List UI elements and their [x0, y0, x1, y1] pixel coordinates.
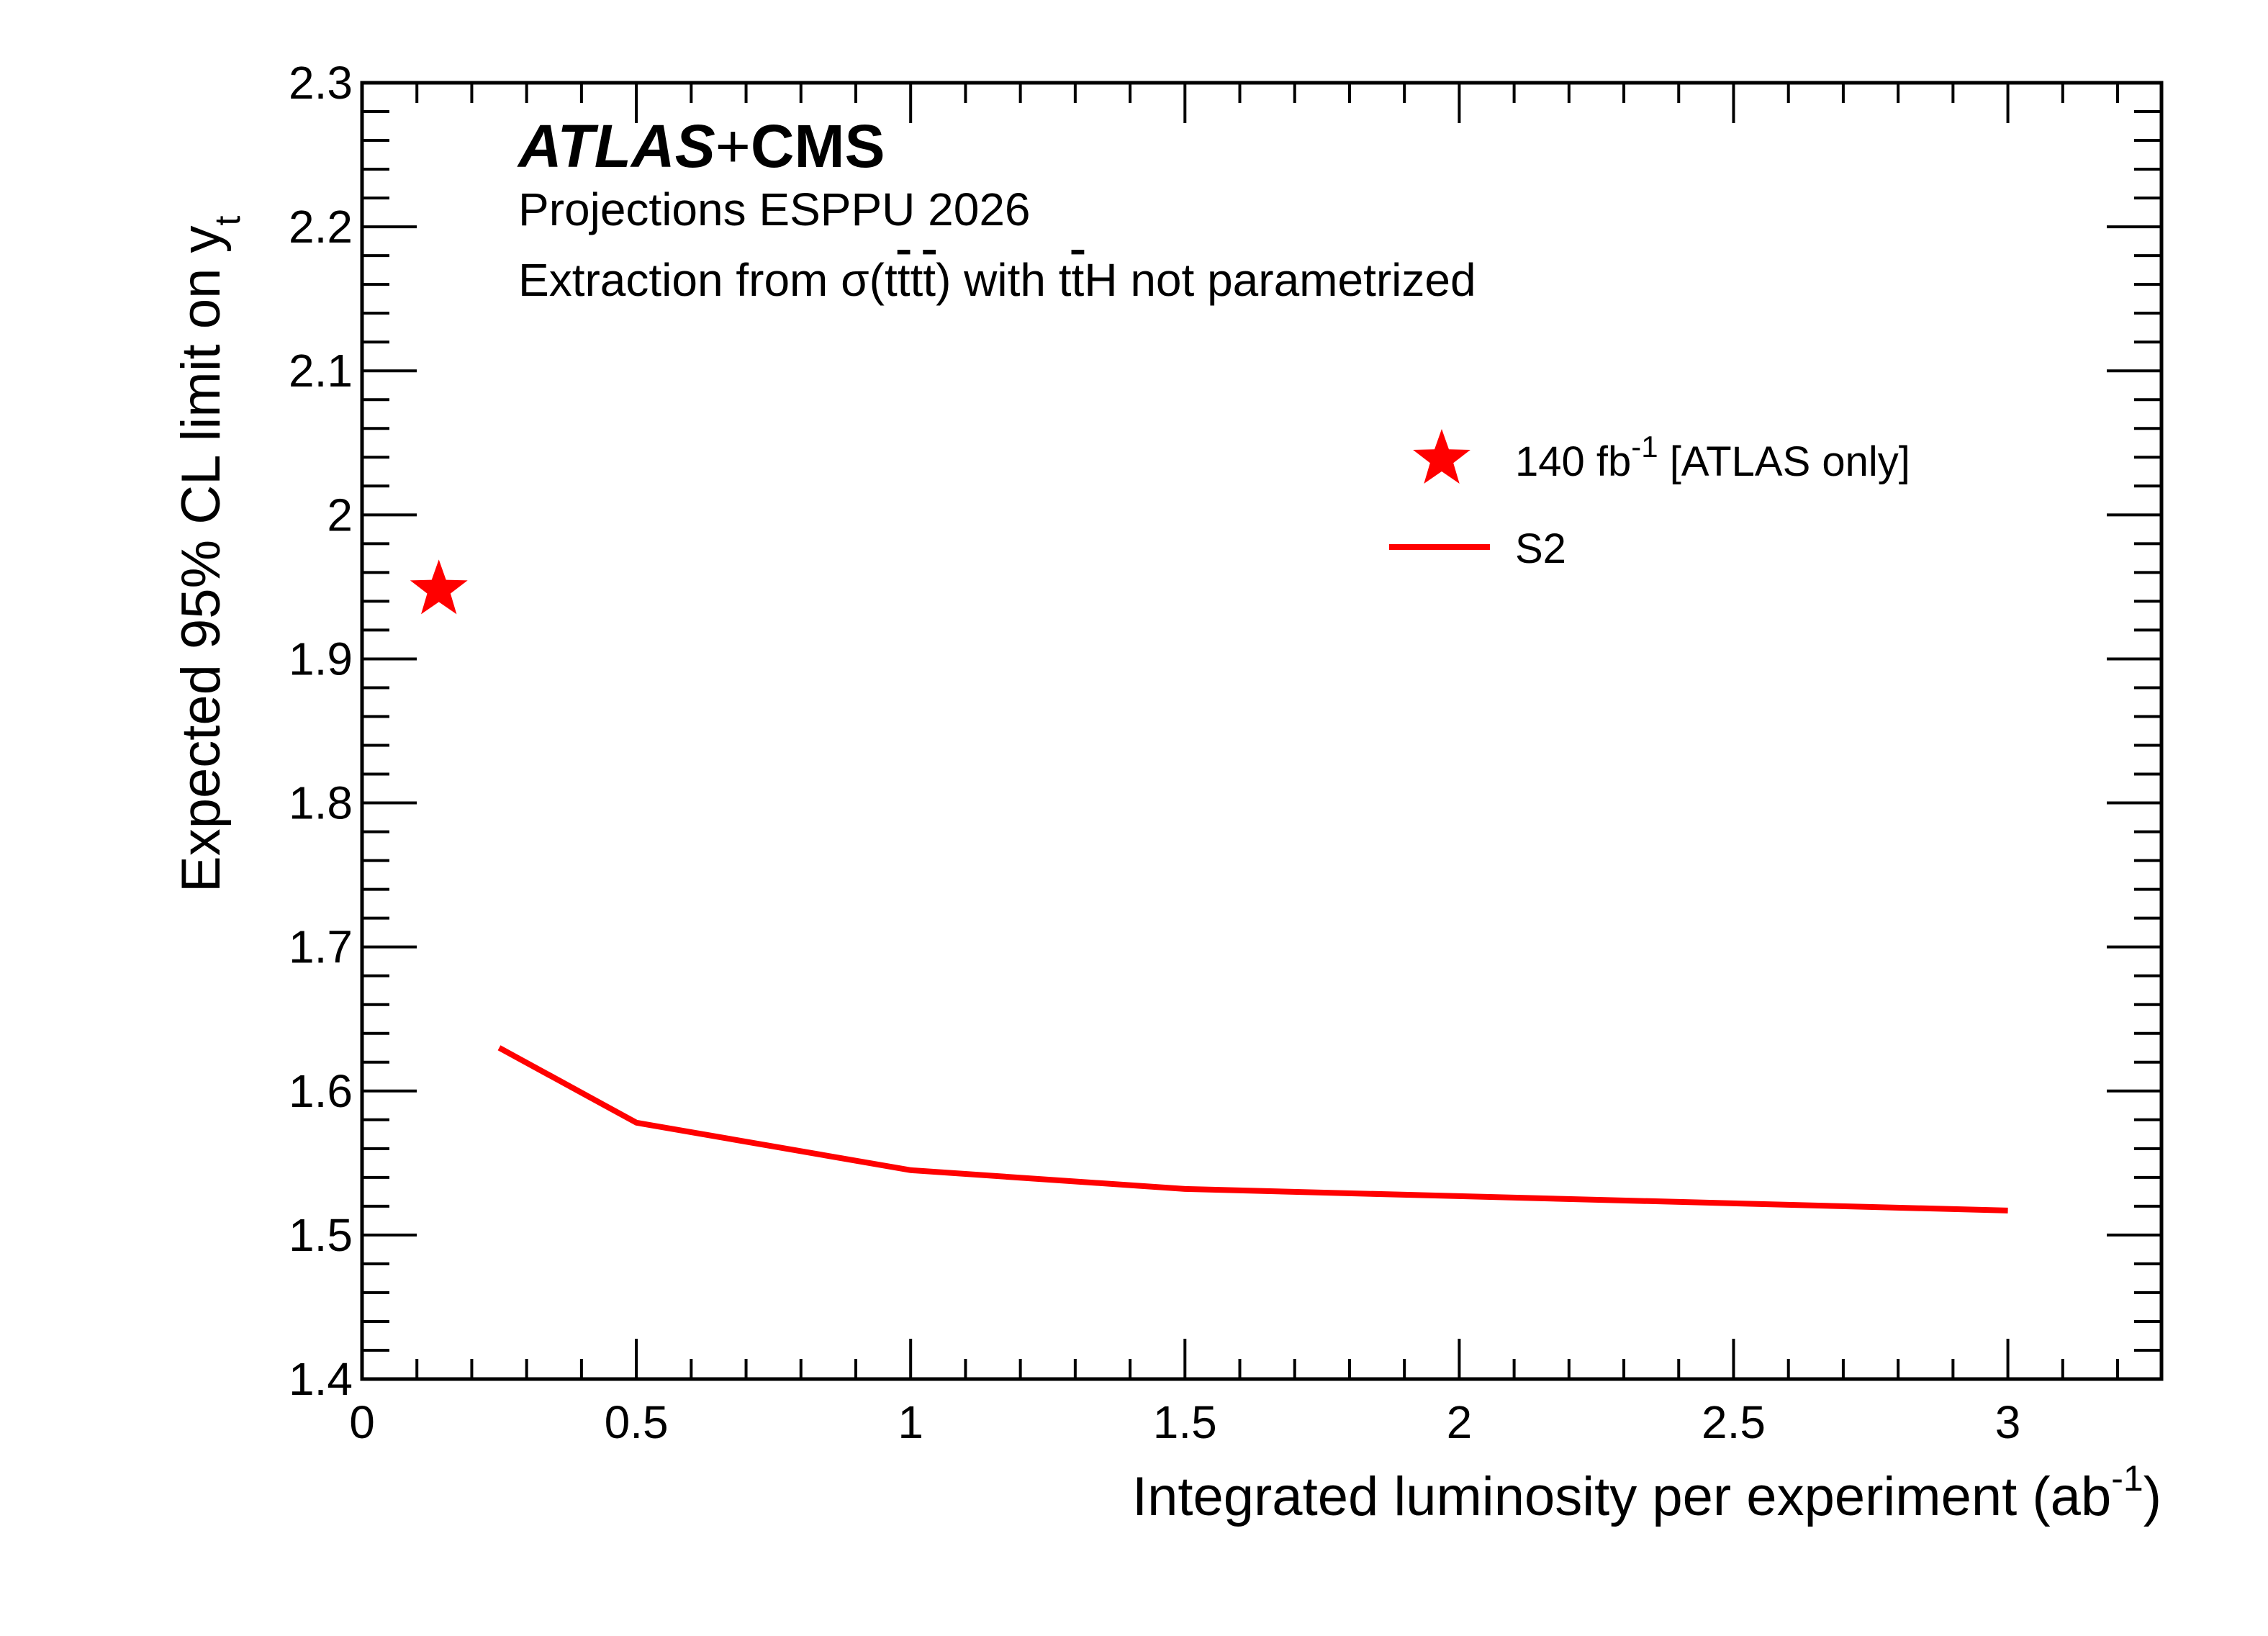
experiment-label: ATLAS+CMS	[517, 112, 885, 180]
x-tick-label: 0.5	[605, 1396, 669, 1448]
x-tick-label: 2.5	[1702, 1396, 1766, 1448]
x-axis-title: Integrated luminosity per experiment (ab…	[1132, 1458, 2161, 1527]
x-tick-label: 2	[1447, 1396, 1473, 1448]
legend-star-marker	[1413, 429, 1470, 484]
legend-entry-s2: S2	[1515, 525, 1566, 572]
y-tick-label: 2.3	[289, 57, 353, 109]
legend: 140 fb-1 [ATLAS only] S2	[1389, 429, 1910, 572]
legend-entry-star: 140 fb-1 [ATLAS only]	[1515, 430, 1910, 485]
star-marker-140fb	[410, 559, 468, 615]
y-tick-label: 1.9	[289, 633, 353, 684]
y-axis-title: Expected 95% CL limit on yt	[171, 215, 248, 892]
y-tick-label: 1.5	[289, 1209, 353, 1261]
y-tick-label: 1.7	[289, 921, 353, 973]
y-tick-label: 1.4	[289, 1353, 353, 1405]
axis-ticks	[361, 81, 2161, 1380]
x-tick-label: 0	[349, 1396, 375, 1448]
y-tick-label: 1.8	[289, 777, 353, 829]
y-tick-label: 1.6	[289, 1065, 353, 1117]
x-tick-label: 1.5	[1153, 1396, 1217, 1448]
plot-frame	[360, 81, 2164, 1381]
x-tick-label: 1	[898, 1396, 923, 1448]
y-tick-labels: 1.4 1.5 1.6 1.7 1.8 1.9 2 2.1 2.2 2.3	[289, 57, 353, 1405]
extraction-note: Extraction from σ(tttt) with ttH not par…	[518, 254, 1476, 306]
y-tick-label: 2.2	[289, 201, 353, 253]
y-tick-label: 2	[327, 489, 353, 541]
data-series	[410, 559, 2008, 1214]
series-line-s2	[497, 1045, 2008, 1214]
x-tick-label: 3	[1995, 1396, 2021, 1448]
y-tick-label: 2.1	[289, 345, 353, 397]
chart-subtitle: Projections ESPPU 2026	[518, 184, 1031, 235]
x-tick-labels: 0 0.5 1 1.5 2 2.5 3	[349, 1396, 2020, 1448]
